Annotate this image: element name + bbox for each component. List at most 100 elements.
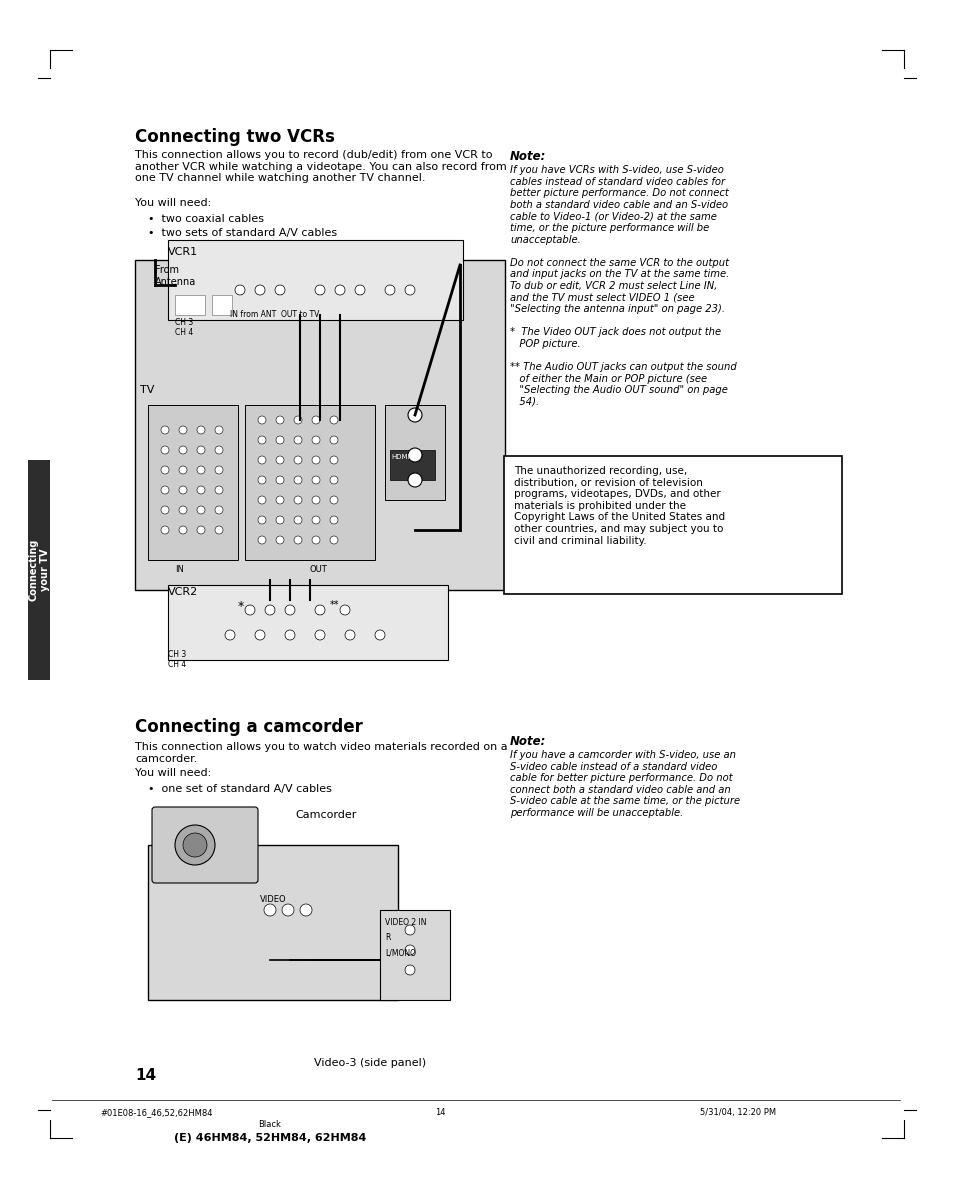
Text: Connecting
your TV: Connecting your TV — [29, 539, 50, 601]
Text: If you have VCRs with S-video, use S-video
cables instead of standard video cabl: If you have VCRs with S-video, use S-vid… — [510, 165, 736, 407]
Circle shape — [161, 446, 169, 454]
Text: You will need:: You will need: — [135, 198, 211, 208]
Circle shape — [196, 466, 205, 474]
Circle shape — [257, 436, 266, 444]
Text: 5/31/04, 12:20 PM: 5/31/04, 12:20 PM — [700, 1108, 776, 1117]
Text: If you have a camcorder with S-video, use an
S-video cable instead of a standard: If you have a camcorder with S-video, us… — [510, 750, 740, 819]
Circle shape — [294, 536, 302, 544]
FancyBboxPatch shape — [152, 807, 257, 883]
Text: *: * — [237, 600, 244, 613]
Circle shape — [314, 285, 325, 295]
Text: IN from ANT  OUT to TV: IN from ANT OUT to TV — [230, 310, 319, 320]
Circle shape — [294, 497, 302, 504]
Circle shape — [312, 536, 319, 544]
Circle shape — [234, 285, 245, 295]
Circle shape — [254, 285, 265, 295]
Text: Video-3 (side panel): Video-3 (side panel) — [314, 1059, 426, 1068]
Circle shape — [330, 436, 337, 444]
Circle shape — [179, 526, 187, 533]
Text: Note:: Note: — [510, 150, 546, 163]
Circle shape — [161, 426, 169, 434]
Bar — [148, 405, 237, 560]
Circle shape — [294, 476, 302, 484]
Circle shape — [257, 456, 266, 465]
Text: This connection allows you to watch video materials recorded on a
camcorder.: This connection allows you to watch vide… — [135, 742, 507, 764]
Circle shape — [405, 925, 415, 935]
FancyBboxPatch shape — [379, 910, 450, 1000]
Circle shape — [330, 416, 337, 424]
Circle shape — [161, 466, 169, 474]
Circle shape — [408, 448, 421, 462]
Text: CH 3
CH 4: CH 3 CH 4 — [168, 650, 186, 669]
Circle shape — [179, 446, 187, 454]
Circle shape — [214, 466, 223, 474]
Circle shape — [294, 516, 302, 524]
Text: IN: IN — [174, 565, 184, 574]
Circle shape — [179, 466, 187, 474]
FancyBboxPatch shape — [135, 260, 504, 590]
Text: VIDEO 2 IN: VIDEO 2 IN — [385, 918, 426, 927]
Circle shape — [161, 506, 169, 514]
Text: VCR2: VCR2 — [168, 587, 198, 598]
Circle shape — [214, 446, 223, 454]
Text: R: R — [385, 933, 390, 942]
Circle shape — [179, 486, 187, 494]
Circle shape — [275, 536, 284, 544]
Text: CH 3
CH 4: CH 3 CH 4 — [174, 318, 193, 337]
Circle shape — [314, 630, 325, 640]
Circle shape — [257, 416, 266, 424]
Circle shape — [312, 456, 319, 465]
Circle shape — [408, 407, 421, 422]
Circle shape — [375, 630, 385, 640]
Circle shape — [330, 536, 337, 544]
Circle shape — [196, 486, 205, 494]
Circle shape — [408, 473, 421, 487]
Circle shape — [183, 833, 207, 857]
Circle shape — [196, 506, 205, 514]
Circle shape — [265, 605, 274, 615]
Circle shape — [314, 605, 325, 615]
Circle shape — [275, 456, 284, 465]
Circle shape — [257, 516, 266, 524]
Text: •  one set of standard A/V cables: • one set of standard A/V cables — [148, 784, 332, 794]
FancyBboxPatch shape — [148, 845, 397, 1000]
Circle shape — [330, 516, 337, 524]
Circle shape — [312, 516, 319, 524]
Circle shape — [179, 506, 187, 514]
Circle shape — [225, 630, 234, 640]
Circle shape — [214, 426, 223, 434]
Text: (E) 46HM84, 52HM84, 62HM84: (E) 46HM84, 52HM84, 62HM84 — [173, 1133, 366, 1143]
FancyBboxPatch shape — [28, 460, 50, 680]
Circle shape — [294, 456, 302, 465]
Circle shape — [161, 486, 169, 494]
Text: VIDEO: VIDEO — [260, 895, 286, 904]
Circle shape — [355, 285, 365, 295]
Circle shape — [312, 497, 319, 504]
Circle shape — [294, 436, 302, 444]
FancyBboxPatch shape — [168, 584, 448, 661]
Circle shape — [161, 526, 169, 533]
Text: TV: TV — [140, 385, 154, 394]
Circle shape — [214, 486, 223, 494]
Text: HDMI: HDMI — [391, 454, 409, 460]
Text: From
Antenna: From Antenna — [154, 265, 196, 286]
Circle shape — [294, 416, 302, 424]
Text: Note:: Note: — [510, 735, 546, 748]
Circle shape — [285, 605, 294, 615]
Text: Connecting a camcorder: Connecting a camcorder — [135, 718, 362, 737]
FancyBboxPatch shape — [503, 456, 841, 594]
Text: 14: 14 — [435, 1108, 445, 1117]
Circle shape — [330, 456, 337, 465]
Text: OUT: OUT — [310, 565, 328, 574]
Text: Black: Black — [258, 1120, 281, 1129]
Circle shape — [282, 904, 294, 916]
Bar — [390, 450, 435, 480]
Circle shape — [196, 426, 205, 434]
Circle shape — [257, 536, 266, 544]
Bar — [212, 295, 232, 315]
Text: L/MONO: L/MONO — [385, 948, 416, 958]
Circle shape — [254, 630, 265, 640]
Circle shape — [274, 285, 285, 295]
Circle shape — [257, 476, 266, 484]
Circle shape — [196, 526, 205, 533]
